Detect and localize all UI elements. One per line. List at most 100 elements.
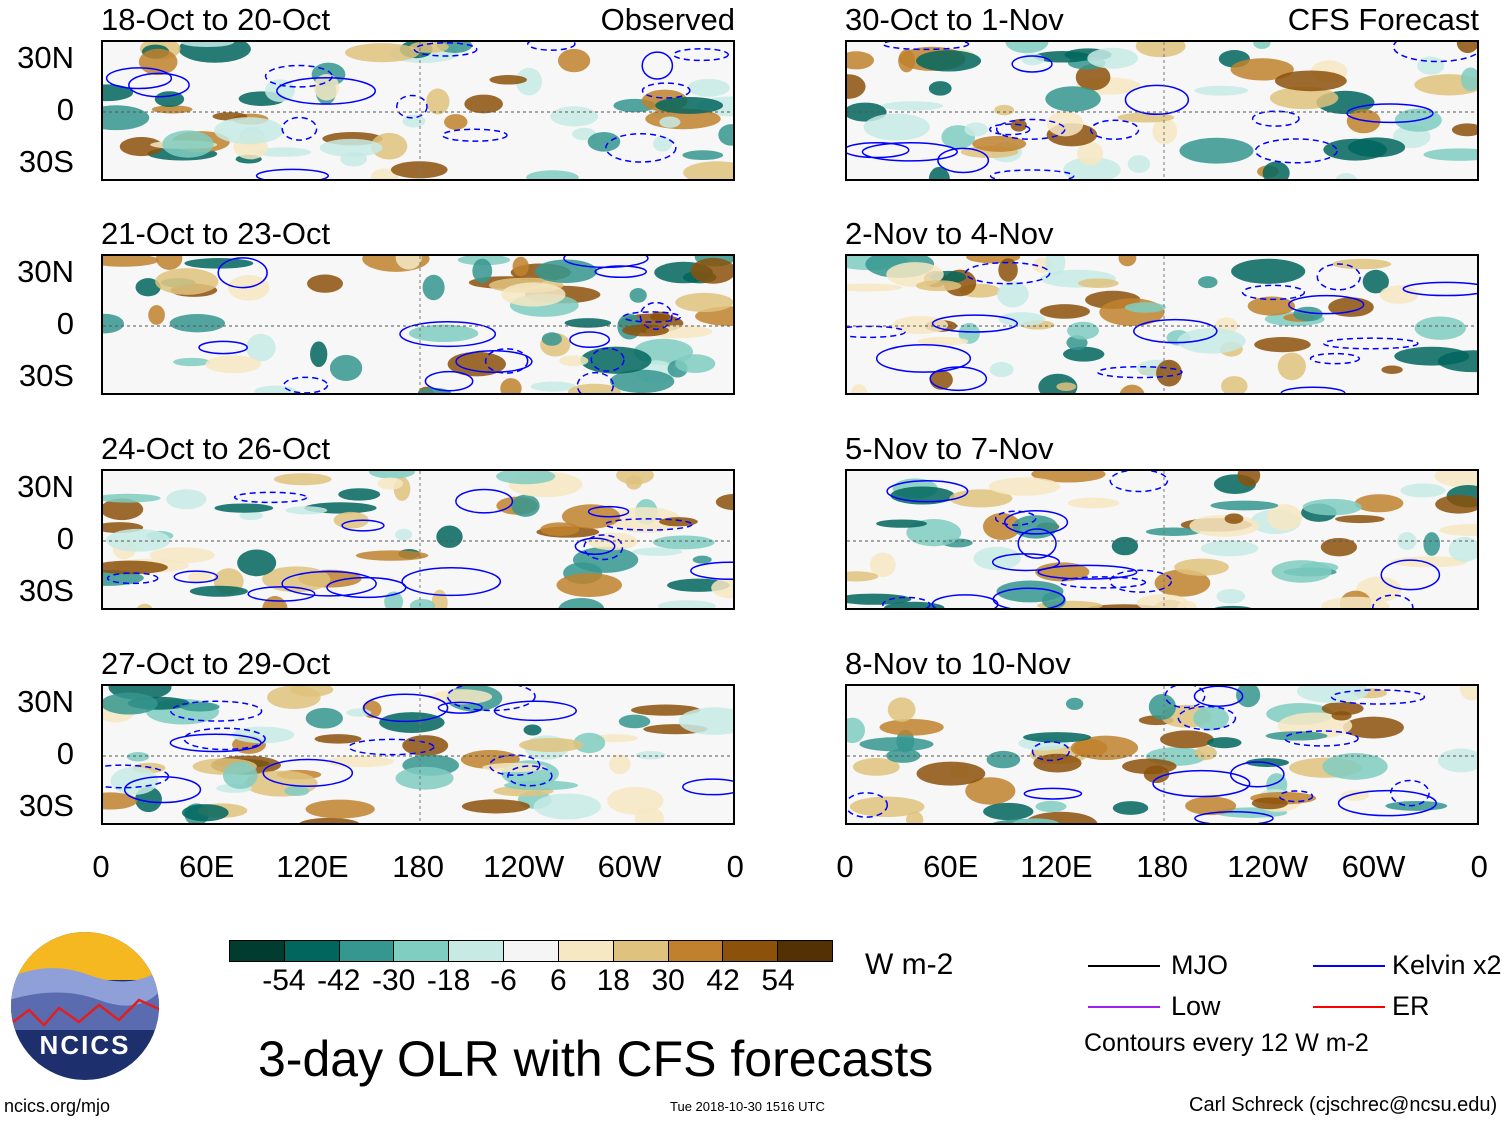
olr-anomaly-blob bbox=[1185, 796, 1237, 816]
olr-anomaly-blob bbox=[1193, 706, 1229, 731]
kelvin-contour bbox=[128, 72, 190, 98]
map-panel bbox=[101, 684, 735, 825]
olr-anomaly-blob bbox=[1221, 376, 1248, 393]
olr-anomaly-blob bbox=[683, 161, 733, 179]
olr-anomaly-blob bbox=[1065, 697, 1084, 711]
olr-anomaly-blob bbox=[1119, 384, 1145, 393]
olr-anomaly-blob bbox=[886, 262, 944, 287]
kelvin-contour bbox=[1194, 811, 1274, 823]
colorbar-label: 42 bbox=[706, 964, 740, 997]
colorbar-label: 18 bbox=[596, 964, 630, 997]
olr-anomaly-blob bbox=[464, 94, 503, 114]
olr-anomaly-blob bbox=[534, 259, 598, 284]
colorbar-label: -6 bbox=[490, 964, 517, 997]
olr-anomaly-blob bbox=[847, 717, 866, 744]
olr-anomaly-blob bbox=[1136, 594, 1189, 608]
olr-anomaly-blob bbox=[169, 314, 226, 333]
lat-label: 30S bbox=[18, 788, 74, 823]
footer-timestamp: Tue 2018-10-30 1516 UTC bbox=[670, 1099, 825, 1114]
kelvin-contour bbox=[1309, 352, 1361, 365]
olr-anomaly-blob bbox=[533, 793, 601, 820]
kelvin-contour bbox=[1124, 84, 1190, 115]
colorbar-swatch bbox=[230, 941, 285, 961]
olr-anomaly-blob bbox=[285, 506, 328, 515]
olr-anomaly-blob bbox=[1039, 304, 1090, 319]
olr-anomaly-blob bbox=[609, 369, 675, 393]
olr-anomaly-blob bbox=[675, 354, 716, 373]
olr-anomaly-blob bbox=[916, 761, 986, 786]
olr-anomaly-blob bbox=[523, 724, 542, 736]
kelvin-contour bbox=[1284, 730, 1359, 747]
olr-anomaly-blob bbox=[504, 780, 579, 791]
lon-label: 0 bbox=[726, 849, 744, 884]
olr-anomaly-blob bbox=[557, 48, 591, 73]
footer-url[interactable]: ncics.org/mjo bbox=[4, 1096, 111, 1116]
olr-anomaly-blob bbox=[409, 598, 436, 608]
olr-anomaly-blob bbox=[567, 383, 621, 393]
colorbar-label: -30 bbox=[372, 964, 416, 997]
kelvin-contour bbox=[1346, 103, 1434, 124]
lat-label: 0 bbox=[56, 92, 74, 127]
olr-anomaly-blob bbox=[1118, 256, 1137, 267]
olr-anomaly-blob bbox=[1194, 745, 1217, 761]
olr-anomaly-blob bbox=[1005, 42, 1049, 54]
olr-anomaly-blob bbox=[1271, 560, 1332, 583]
olr-anomaly-blob bbox=[1063, 346, 1105, 362]
colorbar-units: W m-2 bbox=[865, 948, 954, 981]
olr-anomaly-blob bbox=[1012, 818, 1059, 823]
kelvin-contour bbox=[1089, 119, 1140, 140]
olr-anomaly-blob bbox=[500, 378, 522, 393]
olr-anomaly-blob bbox=[246, 333, 276, 362]
olr-anomaly-blob bbox=[1179, 137, 1254, 164]
colorbar-label: 54 bbox=[761, 964, 795, 997]
panel-title: 8-Nov to 10-Nov bbox=[845, 646, 1071, 681]
lon-label: 60W bbox=[597, 849, 662, 884]
kelvin-contour bbox=[362, 693, 449, 723]
olr-anomaly-blob bbox=[711, 577, 733, 599]
olr-anomaly-blob bbox=[1067, 321, 1099, 340]
olr-anomaly-blob bbox=[1385, 800, 1448, 811]
olr-anomaly-blob bbox=[329, 354, 363, 382]
lat-label: 30N bbox=[17, 684, 74, 719]
kelvin-contour bbox=[594, 265, 647, 279]
olr-anomaly-blob bbox=[917, 336, 969, 346]
lat-label: 30S bbox=[18, 358, 74, 393]
olr-anomaly-blob bbox=[188, 570, 212, 584]
kelvin-contour bbox=[233, 491, 308, 504]
olr-anomaly-blob bbox=[103, 692, 158, 715]
colorbar-label: -54 bbox=[262, 964, 306, 997]
kelvin-contour bbox=[399, 320, 497, 348]
olr-anomaly-blob bbox=[1075, 63, 1111, 91]
kelvin-contour bbox=[1372, 594, 1414, 608]
olr-anomaly-blob bbox=[310, 341, 328, 368]
kelvin-contour bbox=[988, 123, 1031, 136]
olr-anomaly-blob bbox=[632, 547, 683, 556]
kelvin-contour bbox=[847, 792, 889, 818]
olr-anomaly-blob bbox=[461, 799, 530, 814]
olr-anomaly-blob bbox=[998, 312, 1045, 327]
olr-anomaly-blob bbox=[869, 552, 896, 578]
kelvin-contour bbox=[639, 301, 673, 330]
olr-anomaly-blob bbox=[1321, 701, 1364, 716]
olr-anomaly-blob bbox=[1135, 42, 1186, 58]
panel-title: 21-Oct to 23-Oct bbox=[101, 216, 331, 251]
olr-anomaly-blob bbox=[1293, 306, 1323, 322]
olr-anomaly-blob bbox=[1206, 737, 1242, 749]
map-panel bbox=[845, 684, 1479, 825]
olr-anomaly-blob bbox=[103, 792, 138, 810]
kelvin-contour bbox=[437, 701, 483, 714]
olr-anomaly-blob bbox=[1148, 693, 1176, 720]
olr-anomaly-blob bbox=[635, 751, 666, 760]
kelvin-contour bbox=[455, 488, 514, 514]
kelvin-contour bbox=[341, 519, 385, 532]
olr-anomaly-blob bbox=[1379, 285, 1419, 304]
olr-anomaly-blob bbox=[1231, 258, 1306, 284]
olr-anomaly-blob bbox=[876, 519, 927, 528]
olr-anomaly-blob bbox=[305, 799, 375, 819]
olr-anomaly-blob bbox=[1247, 296, 1296, 316]
olr-anomaly-blob bbox=[205, 355, 262, 374]
olr-anomaly-blob bbox=[879, 719, 944, 736]
olr-anomaly-blob bbox=[530, 381, 576, 392]
olr-anomaly-blob bbox=[346, 708, 372, 717]
